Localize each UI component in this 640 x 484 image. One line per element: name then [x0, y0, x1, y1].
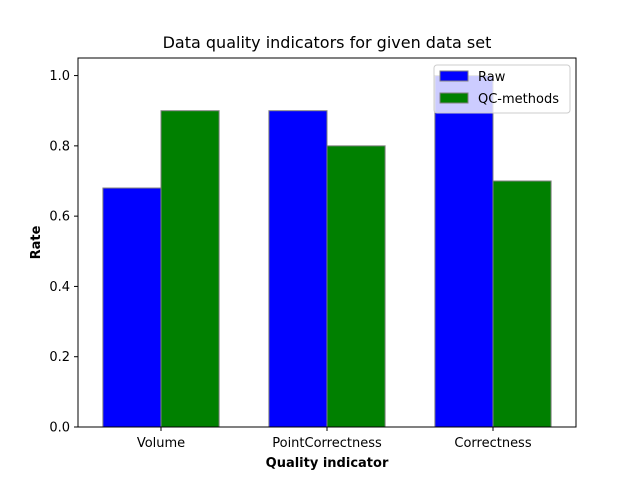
y-ticks: 0.0 0.2 0.4 0.6 0.8 1.0 [49, 69, 78, 436]
y-tick-label: 0.2 [49, 350, 70, 365]
bar-qc-methods-2 [492, 180, 552, 428]
chart-title: Data quality indicators for given data s… [163, 33, 492, 52]
bar-qc-methods-1 [326, 145, 386, 428]
y-tick-label: 0.0 [49, 421, 70, 436]
legend-swatch-qc-methods [439, 92, 469, 104]
bar-raw-0 [102, 187, 162, 428]
y-tick-label: 1.0 [49, 69, 70, 84]
legend-label: QC-methods [478, 92, 559, 107]
x-tick-label: Correctness [454, 436, 531, 451]
legend-swatch-raw [439, 70, 469, 82]
legend-label: Raw [478, 70, 506, 85]
x-tick-label: Volume [137, 436, 185, 451]
y-tick-label: 0.4 [49, 280, 70, 295]
bar-raw-1 [268, 110, 328, 428]
legend: Raw QC-methods [433, 64, 571, 114]
bars-layer [102, 75, 552, 428]
x-axis-title: Quality indicator [266, 456, 389, 471]
x-ticks: Volume PointCorrectness Correctness [137, 427, 532, 451]
x-tick-label: PointCorrectness [272, 436, 382, 451]
bar-raw-2 [434, 75, 494, 428]
bar-qc-methods-0 [160, 110, 220, 428]
y-axis-title: Rate [29, 225, 44, 259]
y-tick-label: 0.6 [49, 210, 70, 225]
y-tick-label: 0.8 [49, 139, 70, 154]
